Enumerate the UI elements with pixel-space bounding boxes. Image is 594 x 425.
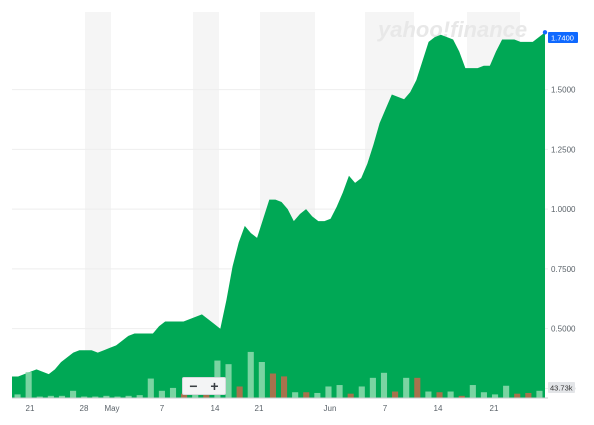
x-tick-label: 21 xyxy=(255,404,264,413)
last-price-label: 1.7400 xyxy=(551,34,574,43)
watermark-logo: yahoo!finance xyxy=(377,17,527,42)
volume-bar xyxy=(169,387,177,398)
x-axis-ticks: 21 28 May 7 14 21 Jun 7 14 21 xyxy=(26,404,499,413)
zoom-out-button[interactable]: − xyxy=(189,378,198,394)
volume-bar xyxy=(147,378,154,398)
volume-bar xyxy=(514,393,521,398)
volume-bar xyxy=(14,394,21,398)
last-volume-label: 43.73k xyxy=(550,384,573,393)
volume-bar xyxy=(436,392,443,398)
y-tick-label: 0.7500 xyxy=(551,265,576,274)
volume-bar xyxy=(114,396,121,398)
x-tick-label: Jun xyxy=(324,404,337,413)
price-area xyxy=(12,32,545,398)
y-tick-label: 1.5000 xyxy=(551,86,576,95)
volume-bar xyxy=(447,391,454,398)
volume-bar xyxy=(314,392,321,398)
x-tick-label: 21 xyxy=(26,404,35,413)
weekend-band xyxy=(85,12,111,398)
volume-bar xyxy=(358,386,365,398)
x-tick-label: 28 xyxy=(80,404,89,413)
y-tick-label: 1.0000 xyxy=(551,205,576,214)
y-tick-label: 0.5000 xyxy=(551,325,576,334)
volume-bar xyxy=(92,396,99,398)
volume-bar xyxy=(491,394,499,398)
volume-bar xyxy=(414,377,421,398)
volume-bar xyxy=(503,385,510,398)
volume-bar xyxy=(81,396,88,398)
x-tick-label: 7 xyxy=(160,404,165,413)
volume-bar xyxy=(525,392,532,398)
volume-bar xyxy=(225,364,232,398)
volume-bar xyxy=(458,395,465,398)
x-tick-label: 7 xyxy=(383,404,388,413)
volume-bar xyxy=(36,396,43,398)
volume-bar xyxy=(247,351,254,398)
volume-bar xyxy=(236,386,243,398)
y-tick-label: 1.2500 xyxy=(551,145,576,154)
volume-bar xyxy=(25,372,32,398)
volume-bar xyxy=(103,395,110,398)
last-volume-marker: 43.73k xyxy=(548,382,575,393)
volume-bar xyxy=(425,391,432,398)
x-tick-label: 21 xyxy=(490,404,499,413)
volume-bar xyxy=(258,362,265,398)
volume-bar xyxy=(469,385,476,398)
volume-bar xyxy=(347,393,354,398)
volume-bar xyxy=(480,392,487,398)
volume-bar xyxy=(369,377,376,398)
volume-bar xyxy=(281,376,288,398)
volume-bar xyxy=(392,391,399,398)
volume-bar xyxy=(325,386,332,398)
x-tick-label: May xyxy=(104,404,119,413)
volume-bar xyxy=(403,377,410,398)
volume-bar xyxy=(70,390,77,398)
zoom-in-button[interactable]: + xyxy=(210,378,219,394)
volume-bar xyxy=(380,372,388,398)
last-price-dot xyxy=(542,30,548,35)
volume-bar xyxy=(303,392,310,398)
volume-bar xyxy=(47,395,54,398)
x-tick-label: 14 xyxy=(211,404,220,413)
x-tick-label: 14 xyxy=(434,404,443,413)
volume-bar xyxy=(292,392,299,398)
volume-bar xyxy=(181,393,188,398)
volume-bar xyxy=(136,395,143,398)
zoom-controls: − + xyxy=(182,377,226,395)
volume-bar xyxy=(158,390,165,398)
last-price-badge xyxy=(548,32,578,43)
volume-bar xyxy=(125,395,132,398)
volume-bar xyxy=(58,395,66,398)
volume-bar xyxy=(536,390,543,398)
last-price-marker: 1.7400 xyxy=(542,30,578,43)
last-volume-badge xyxy=(548,382,575,393)
volume-bar xyxy=(336,385,343,398)
volume-bar xyxy=(269,373,276,398)
